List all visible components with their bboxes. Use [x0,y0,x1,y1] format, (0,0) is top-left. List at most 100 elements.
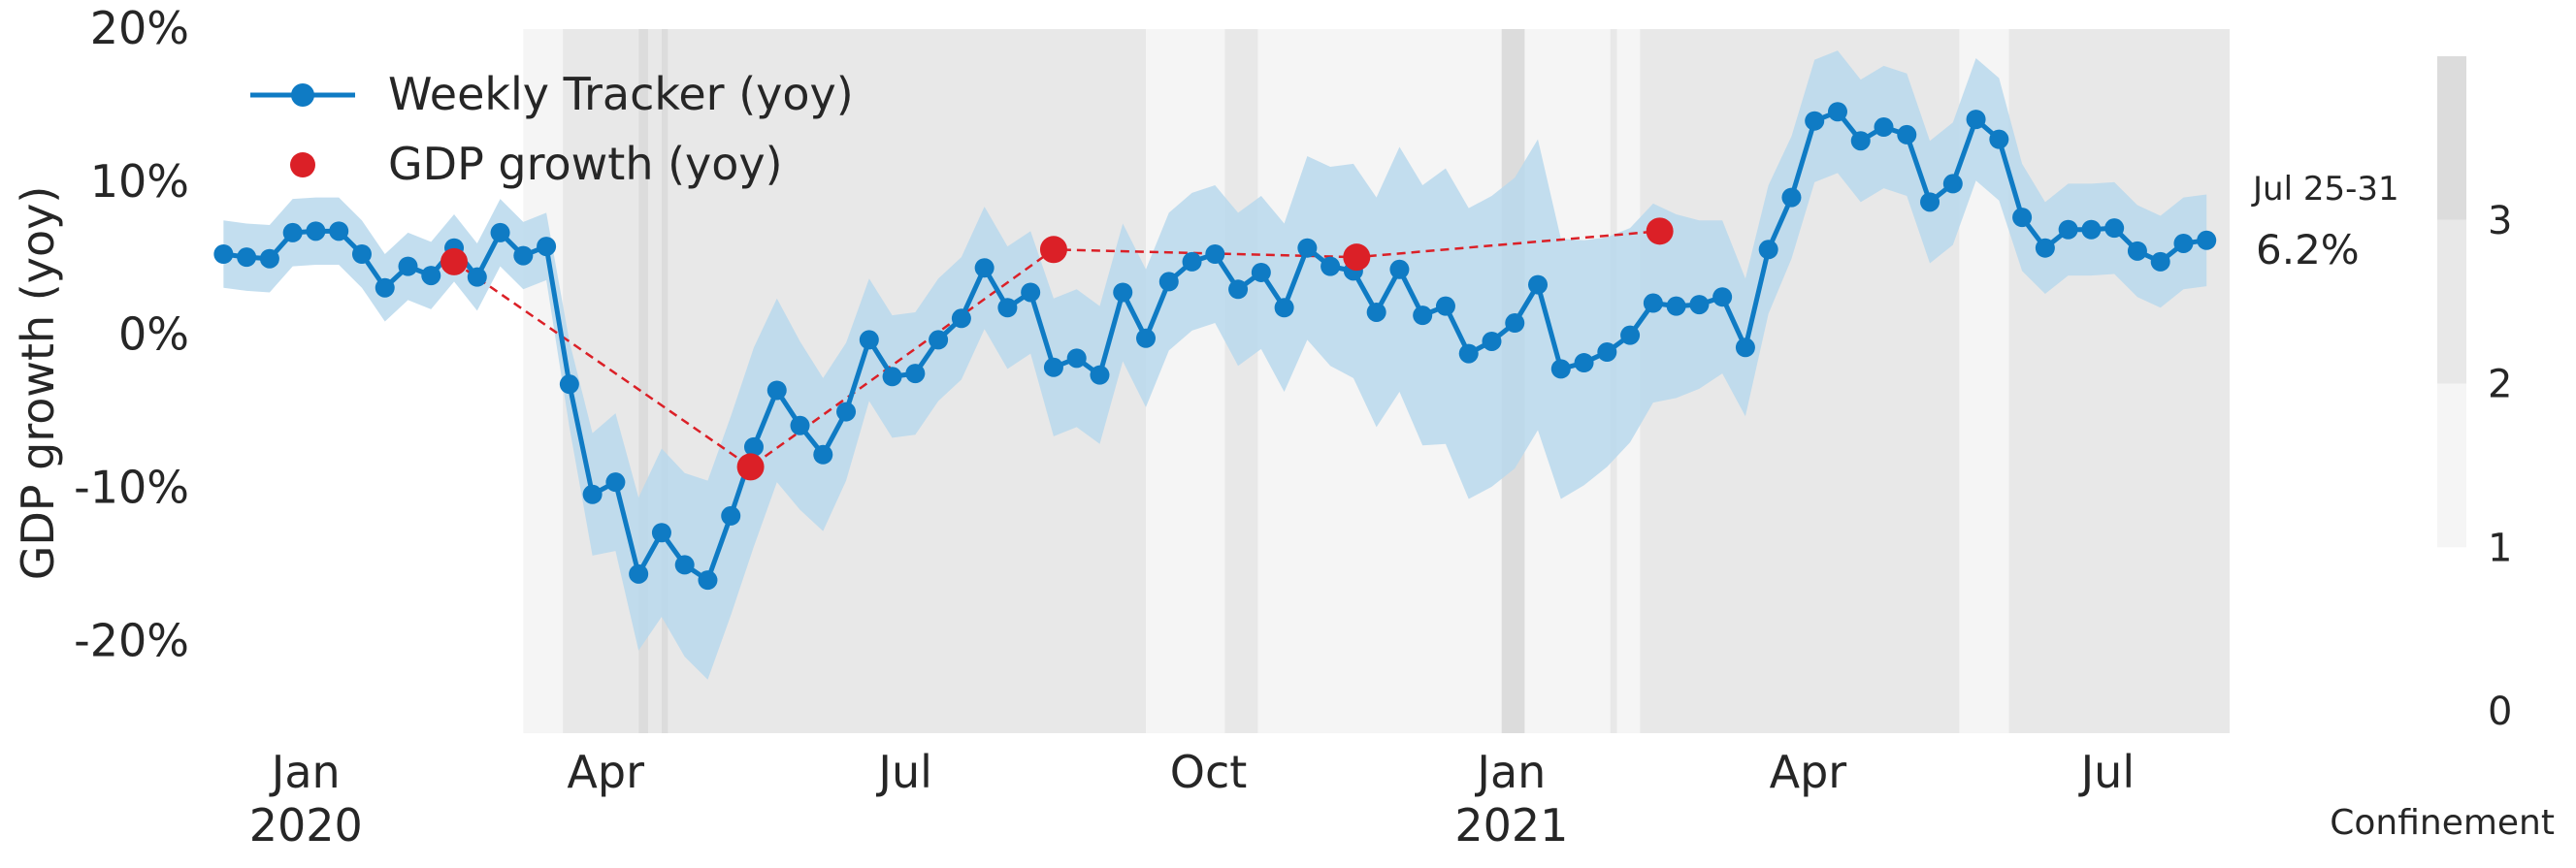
tracker-point [1758,240,1778,260]
gdp-point [1646,217,1674,245]
confinement-region [1146,29,1225,733]
tracker-point [1712,287,1733,307]
tracker-point [421,266,441,286]
tracker-point [1205,244,1225,265]
confinement-region [638,29,649,733]
gdp-point [1343,243,1371,272]
tracker-point [1389,259,1410,279]
tracker-point [490,222,510,242]
tracker-point [1021,282,1041,303]
tracker-point [674,555,695,575]
tracker-point [651,523,671,543]
tracker-point [1158,272,1179,292]
tracker-point [1597,342,1617,363]
tracker-confidence-band [223,50,2207,680]
tracker-point [2035,238,2055,258]
tracker-points [213,102,2217,591]
tracker-point [997,298,1018,318]
tracker-point [1620,325,1641,345]
tracker-point [559,374,579,395]
tracker-point [974,258,995,278]
tracker-point [467,267,487,287]
confinement-region [661,29,668,733]
tracker-point [1942,174,1963,194]
x-tick-year-label: 2020 [249,799,363,852]
colorbar-tick-label: 3 [2488,199,2512,243]
tracker-point [1274,298,1294,318]
confinement-colorbar [2437,56,2466,548]
tracker-point [537,237,557,257]
tracker-point [743,436,764,457]
colorbar-tick-label: 2 [2488,363,2512,407]
legend-label-gdp: GDP growth (yoy) [388,138,783,190]
tracker-point [1689,295,1710,315]
tracker-point [1574,353,1594,373]
x-tick-year-label: 2021 [1454,799,1568,852]
y-tick-label: 10% [90,155,189,208]
legend-gdp-marker [290,152,315,177]
tracker-point [1805,111,1825,131]
legend-tracker-marker [291,83,314,107]
tracker-point [1297,238,1318,258]
legend-label-tracker: Weekly Tracker (yoy) [388,68,854,120]
tracker-point [1827,102,1847,122]
tracker-point [1643,293,1663,313]
tracker-point [1666,296,1686,316]
x-tick-label: Oct [1170,746,1248,798]
tracker-point [213,244,234,265]
y-axis-ticks: 20% 10% 0% -10% -20% [74,2,189,666]
tracker-point [1989,129,2009,149]
tracker-point [790,415,810,435]
tracker-point [859,330,879,350]
colorbar-segment [2437,383,2466,548]
tracker-point [698,570,718,591]
latest-value-annotation: Jul 25-31 6.2% [2251,170,2399,273]
x-tick-label: Jan [269,746,341,798]
annotation-value: 6.2% [2256,226,2360,273]
confinement-colorbar-ticks: 0 1 2 3 [2488,199,2512,734]
tracker-point [2058,219,2078,240]
tracker-point [2104,218,2125,239]
y-tick-label: 20% [90,2,189,54]
tracker-point [1528,274,1549,295]
tracker-point [1781,187,1802,208]
y-axis-label: GDP growth (yoy) [12,186,64,581]
tracker-point [1850,131,1871,151]
annotation-period: Jul 25-31 [2251,170,2399,209]
tracker-point [1090,365,1110,385]
y-tick-label: -20% [74,614,189,666]
tracker-point [2150,251,2170,272]
tracker-point [951,308,971,329]
gdp-points [440,217,1674,481]
tracker-point [2197,230,2217,250]
y-tick-label: -10% [74,461,189,513]
tracker-point [259,248,279,269]
tracker-point [582,484,603,504]
tracker-point [1136,328,1157,348]
tracker-point [905,364,926,384]
confinement-region [2008,29,2230,733]
colorbar-tick-label: 1 [2488,526,2512,570]
tracker-point [1366,302,1386,322]
colorbar-segment [2437,56,2466,220]
tracker-point [351,244,372,265]
tracker-point [1413,305,1433,326]
tracker-point [1228,279,1249,300]
tracker-point [2012,208,2033,228]
x-tick-label: Apr [1770,746,1847,798]
tracker-point [813,444,833,465]
x-tick-label: Jul [2078,746,2136,798]
tracker-point [1458,343,1479,364]
tracker-point [1113,282,1133,303]
tracker-point [1043,357,1063,377]
tracker-point [1874,117,1894,138]
tracker-point [1321,256,1341,276]
x-tick-label: Jan [1474,746,1546,798]
tracker-point [766,380,787,401]
tracker-point [1505,313,1525,334]
tracker-point [398,256,418,276]
tracker-point [306,221,326,241]
tracker-point [929,330,949,350]
